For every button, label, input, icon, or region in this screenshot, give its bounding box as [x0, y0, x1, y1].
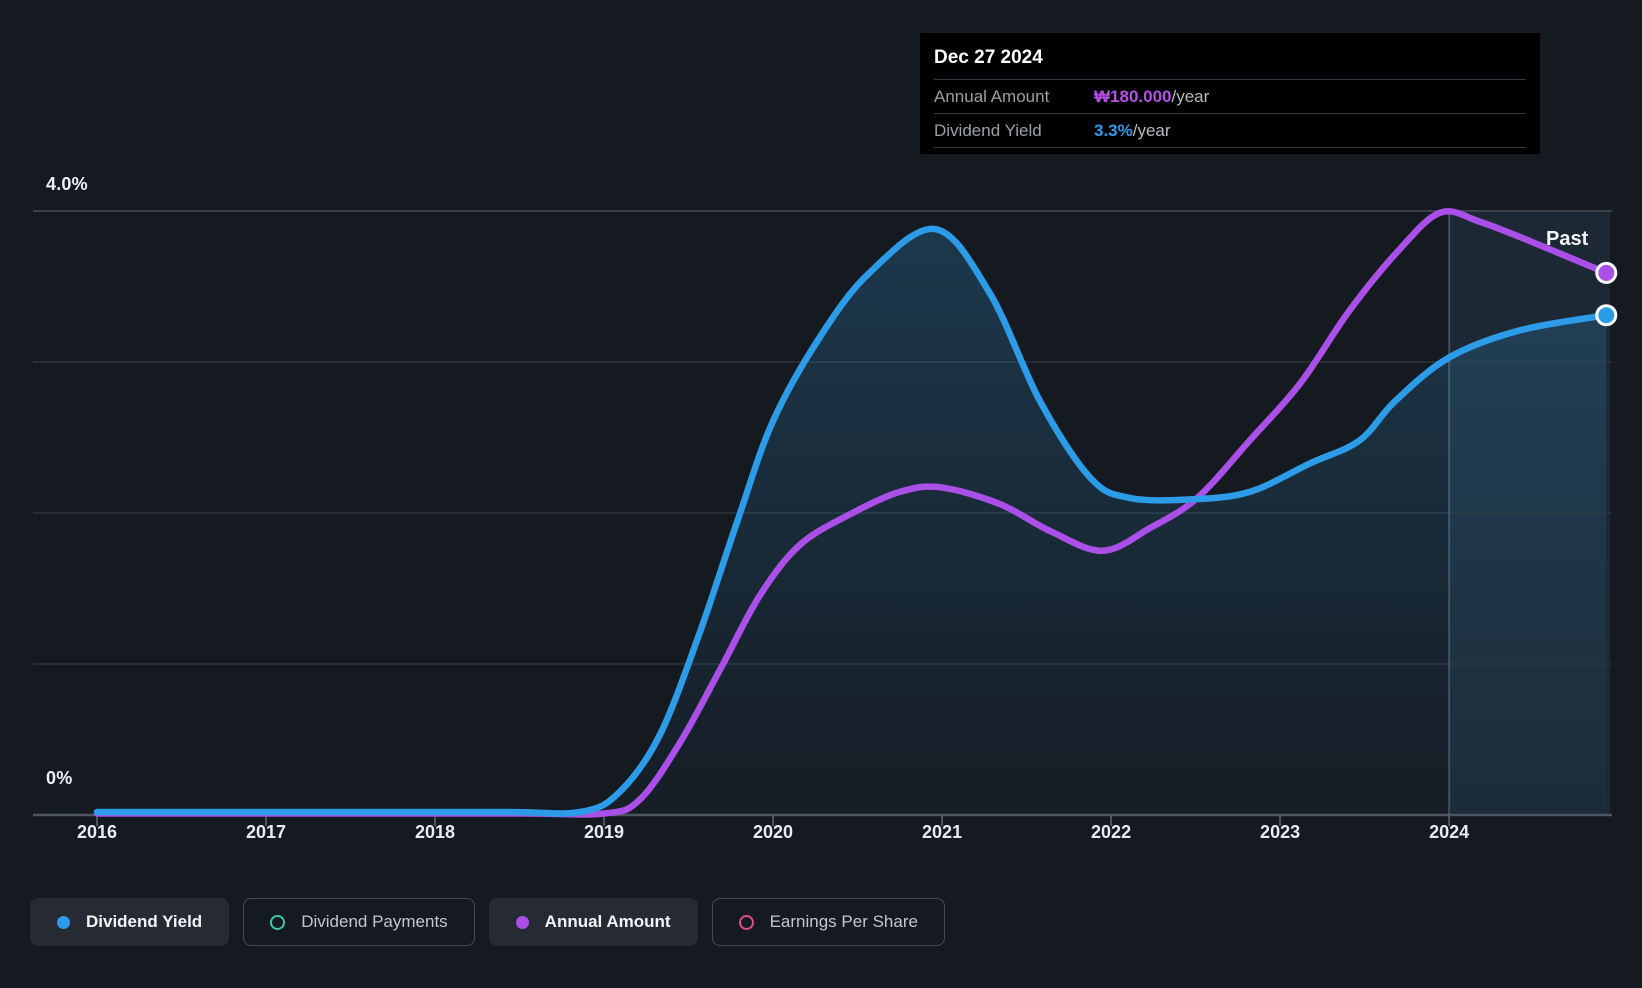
x-axis-label-2024: 2024	[1429, 822, 1470, 842]
annual-amount-marker-icon	[515, 915, 529, 929]
end-marker-dividend-yield	[1595, 304, 1618, 327]
x-axis-label-2019: 2019	[584, 822, 625, 842]
dividend-yield-marker-icon	[57, 915, 70, 929]
past-period-label: Past	[1546, 228, 1589, 250]
earnings-per-share-marker-icon	[738, 914, 754, 930]
area-fill-dividend-yield	[97, 228, 1607, 815]
tooltip-row-suffix: /year	[1171, 86, 1210, 106]
dividend-payments-marker-icon	[270, 914, 286, 930]
legend-item-label: Annual Amount	[544, 912, 671, 931]
legend-item-label: Dividend Yield	[86, 912, 203, 931]
legend-item-annual-amount[interactable]: Annual Amount	[488, 898, 698, 946]
tooltip-row-value: ₩180.000/year	[1094, 86, 1210, 106]
line-dividend-yield	[93, 225, 1610, 817]
tooltip-date: Dec 27 2024	[934, 47, 1043, 68]
tooltip-row-suffix: /year	[1132, 120, 1171, 140]
y-axis-label-top: 4.0%	[46, 174, 88, 194]
legend-item-dividend-payments[interactable]: Dividend Payments	[243, 898, 475, 946]
x-axis-label-2023: 2023	[1260, 822, 1301, 842]
y-axis-label-bottom: 0%	[46, 768, 73, 788]
x-axis-label-2016: 2016	[76, 822, 118, 842]
x-axis-label-2018: 2018	[414, 822, 456, 842]
chart-legend: Dividend Yield Dividend Payments Annual Am…	[30, 898, 945, 946]
x-axis-label-2021: 2021	[922, 822, 963, 842]
chart-tooltip: Dec 27 2024 Annual Amount ₩180.000/year Di…	[920, 33, 1540, 154]
tooltip-row-label: Dividend Yield	[934, 120, 1042, 140]
line-annual-amount	[93, 208, 1610, 818]
tooltip-row-dividend-yield: Dividend Yield 3.3%/year	[934, 113, 1526, 148]
x-axis-label-2017: 2017	[245, 822, 287, 842]
legend-item-label: Dividend Payments	[301, 912, 448, 931]
end-marker-annual-amount	[1595, 261, 1618, 284]
tooltip-row-annual-amount: Annual Amount ₩180.000/year	[934, 79, 1526, 113]
tooltip-row-label: Annual Amount	[934, 86, 1050, 106]
x-axis-label-2022: 2022	[1091, 822, 1132, 842]
legend-item-earnings-per-share[interactable]: Earnings Per Share	[711, 898, 945, 946]
x-axis-label-2020: 2020	[753, 822, 794, 842]
tooltip-row-value: 3.3%/year	[1094, 120, 1171, 140]
legend-item-dividend-yield[interactable]: Dividend Yield	[30, 898, 230, 946]
legend-item-label: Earnings Per Share	[769, 912, 918, 931]
